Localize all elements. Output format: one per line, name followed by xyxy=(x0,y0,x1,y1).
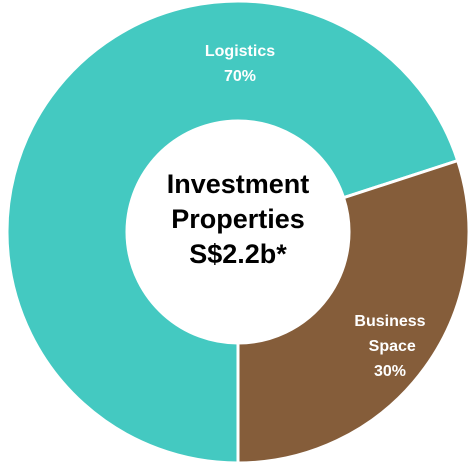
segment-value: 70% xyxy=(224,68,256,85)
donut-segment xyxy=(236,158,471,463)
center-line: S$2.2b* xyxy=(189,239,287,269)
donut-segment xyxy=(5,0,460,463)
segments xyxy=(5,0,471,463)
center-line: Properties xyxy=(171,204,305,234)
segment-value: 30% xyxy=(374,363,406,380)
segment-label: Logistics xyxy=(205,43,275,60)
segment-label: Business Space xyxy=(354,313,425,355)
center-line: Investment xyxy=(167,169,310,199)
